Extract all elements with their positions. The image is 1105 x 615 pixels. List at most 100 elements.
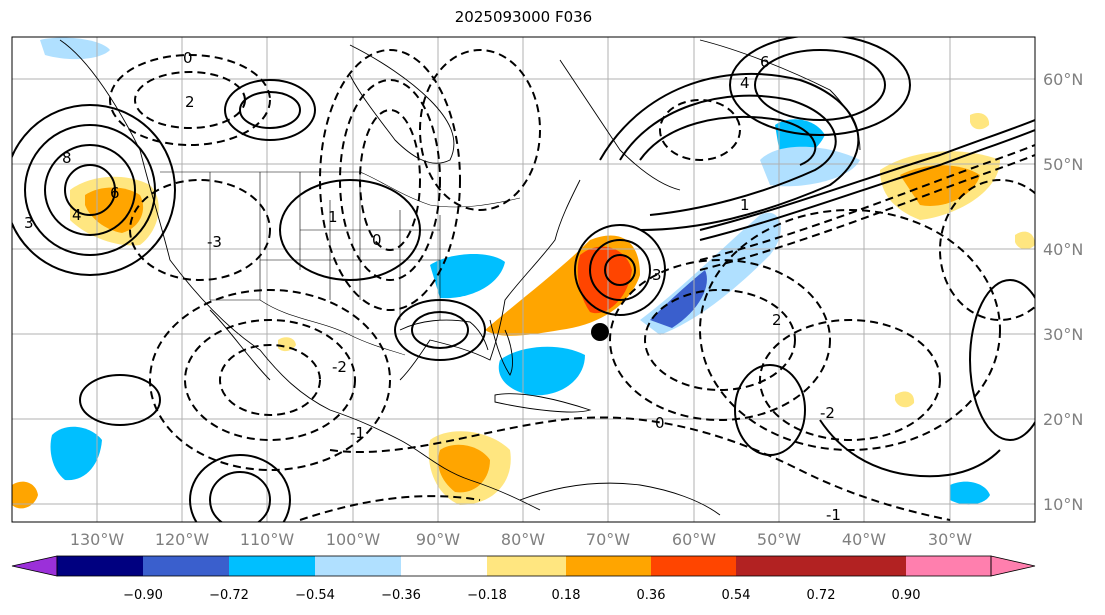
contour-dashed-trough-2 [339, 79, 441, 281]
shade-cold-sw [950, 481, 990, 505]
colorbar: −0.90 −0.72 −0.54 −0.36 −0.18 0.18 0.36 … [11, 555, 1036, 603]
contour-label: 6 [760, 53, 770, 71]
colorbar-tick: −0.72 [209, 588, 249, 603]
contour-label: -1 [826, 506, 841, 524]
shade-cold-northwest [40, 37, 110, 60]
lon-label: 70°W [586, 530, 630, 549]
coast-north-america-east [399, 179, 581, 381]
contour-label: 0 [655, 414, 665, 432]
colorbar-segment [229, 556, 315, 576]
contour-label: 2 [772, 311, 782, 329]
colorbar-extend-low [11, 555, 58, 577]
colorbar-tick: −0.18 [467, 588, 507, 603]
contour-solid-pacific-1 [12, 104, 176, 276]
colorbar-tick: −0.90 [123, 588, 163, 603]
contour-solid-ridge-1 [224, 79, 316, 141]
colorbar-tick: −0.36 [381, 588, 421, 603]
colorbar-segment [487, 556, 566, 576]
contour-solid-north-1 [729, 37, 911, 136]
contour-solid-pacific-4 [64, 164, 116, 216]
contour-solid-atlantic-3 [604, 254, 636, 286]
lat-label: 20°N [1043, 410, 1083, 429]
lon-label: 80°W [501, 530, 545, 549]
contour-solid-atlantic-2 [589, 239, 651, 301]
contour-solid-sw-2 [209, 471, 271, 522]
map-title: 2025093000 F036 [454, 8, 593, 26]
colorbar-tick: 0.54 [722, 588, 751, 603]
coast-florida [489, 319, 513, 376]
contour-label: 1 [740, 196, 750, 214]
shade-warm-atlantic-core [577, 246, 632, 314]
contour-dashed-far-east [939, 179, 1035, 321]
shade-warm-far-east [1015, 231, 1035, 250]
coast-baja [209, 309, 271, 381]
contour-solid-jet-5 [699, 119, 1035, 231]
contours-solid [12, 37, 1035, 522]
lat-label: 40°N [1043, 240, 1083, 259]
longitude-labels: 130°W 120°W 110°W 100°W 90°W 80°W 70°W 6… [70, 530, 972, 549]
colorbar-tick: 0.90 [892, 588, 921, 603]
lat-label: 50°N [1043, 155, 1083, 174]
colorbar-segment [315, 556, 401, 576]
contour-label: 8 [62, 149, 72, 167]
contour-label: -2 [332, 358, 347, 376]
contour-dashed-hudson [419, 49, 541, 211]
coast-south-america [519, 482, 721, 516]
contour-dashed-trough-1 [319, 49, 461, 311]
contour-dashed-atlantic-2 [644, 289, 796, 391]
colorbar-segment [143, 556, 229, 576]
contour-dashed-caribbean [329, 416, 951, 521]
contour-label: -1 [350, 424, 365, 442]
contour-solid-east-1 [969, 279, 1035, 441]
map-frame [11, 36, 1036, 523]
contour-dashed-mexico-2 [184, 319, 356, 441]
colorbar-segment [401, 556, 487, 576]
contour-label: 4 [740, 74, 750, 92]
contour-solid-jet-2 [619, 94, 837, 216]
colorbar-segment [906, 556, 991, 576]
contour-dashed-east-2 [759, 319, 941, 441]
storm-center-marker [591, 323, 609, 341]
contour-solid-mid [279, 179, 421, 281]
border-canada-us [160, 171, 521, 208]
lon-label: 30°W [928, 530, 972, 549]
contour-solid-pacific-3 [44, 144, 136, 236]
contour-label: 0 [372, 231, 382, 249]
lon-label: 100°W [326, 530, 381, 549]
border-us-mexico [210, 299, 406, 356]
lat-label: 60°N [1043, 70, 1083, 89]
shade-cold-north-halo [760, 146, 860, 187]
contour-dashed-atlantic-1 [609, 259, 831, 421]
contour-label: 3 [24, 214, 34, 232]
shade-warm-east-core [900, 165, 980, 206]
contour-solid-gulf-2 [411, 311, 469, 349]
coast-labrador [559, 59, 681, 191]
colorbar-extend-high [990, 555, 1036, 577]
contour-label: -3 [207, 233, 222, 251]
contour-solid-jet-1 [599, 72, 860, 231]
border-states [209, 172, 441, 320]
colorbar-segment [736, 556, 821, 576]
lat-label: 30°N [1043, 325, 1083, 344]
contour-label: 0 [183, 49, 193, 67]
contour-label: 2 [185, 93, 195, 111]
shade-cold-pacific-south [50, 426, 102, 481]
shade-warm-pacific-core [85, 187, 144, 233]
contour-dashed-nw-1 [109, 54, 271, 146]
lon-label: 130°W [70, 530, 125, 549]
contour-label: 4 [72, 206, 82, 224]
shade-cold-cuba [498, 346, 585, 396]
contour-dashed-nw-2 [134, 71, 246, 129]
lat-label: 10°N [1043, 495, 1083, 514]
contour-dashed-trough-3 [359, 109, 421, 251]
shade-warm-small-2 [895, 391, 915, 408]
colorbar-segment [651, 556, 736, 576]
colorbar-frame [56, 555, 992, 577]
contour-solid-jet-3 [639, 116, 817, 166]
contour-dashed-mexico-3 [219, 344, 321, 416]
contour-solid-gulf-1 [394, 299, 486, 361]
coast-north-america-west [59, 39, 541, 511]
contour-solid-south [79, 374, 161, 426]
gridlines [12, 37, 1035, 522]
contour-dashed-pacific-s [129, 179, 271, 281]
